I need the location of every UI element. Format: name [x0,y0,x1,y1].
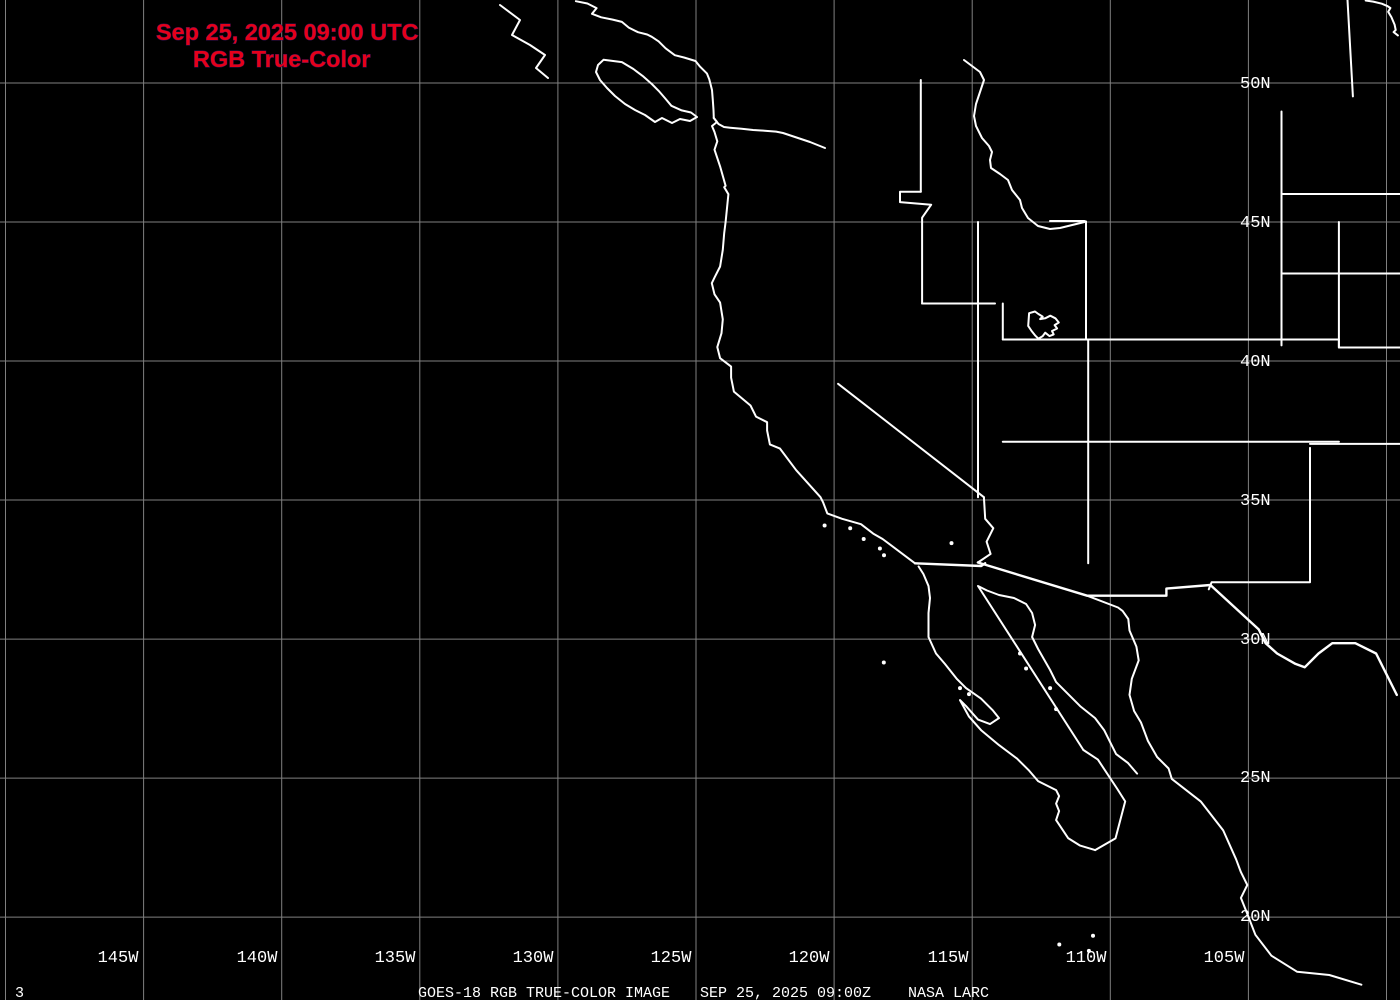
svg-text:40N: 40N [1240,353,1271,372]
svg-text:45N: 45N [1240,214,1271,233]
svg-text:RGB True-Color: RGB True-Color [193,46,371,72]
svg-text:25N: 25N [1240,769,1271,788]
svg-text:140W: 140W [237,949,279,968]
svg-text:Sep 25, 2025 09:00 UTC: Sep 25, 2025 09:00 UTC [156,19,419,45]
svg-text:105W: 105W [1204,949,1246,968]
svg-text:130W: 130W [513,949,555,968]
svg-text:115W: 115W [928,949,970,968]
svg-text:3: 3 [15,985,24,1000]
svg-text:110W: 110W [1066,949,1108,968]
svg-text:20N: 20N [1240,908,1271,927]
svg-text:35N: 35N [1240,492,1271,511]
svg-text:NASA LARC: NASA LARC [908,985,989,1000]
svg-text:120W: 120W [789,949,831,968]
svg-text:GOES-18 RGB TRUE-COLOR IMAGE: GOES-18 RGB TRUE-COLOR IMAGE [418,985,670,1000]
svg-text:50N: 50N [1240,75,1271,94]
svg-text:30N: 30N [1240,631,1271,650]
svg-text:SEP 25, 2025 09:00Z: SEP 25, 2025 09:00Z [700,985,871,1000]
svg-text:125W: 125W [651,949,693,968]
svg-text:135W: 135W [375,949,417,968]
svg-text:145W: 145W [98,949,140,968]
